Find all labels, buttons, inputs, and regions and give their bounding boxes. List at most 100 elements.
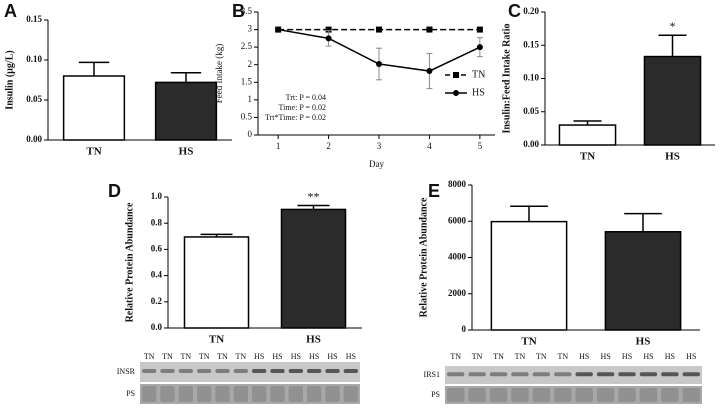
marker <box>476 26 483 33</box>
marker <box>325 26 332 33</box>
lane-label: TN <box>450 352 461 361</box>
bar <box>183 236 250 329</box>
x-tick-label: TN <box>521 336 536 348</box>
band <box>532 388 551 402</box>
lane-label: TN <box>144 352 155 361</box>
band <box>447 388 465 402</box>
band <box>468 372 486 377</box>
y-tick-label: 3 <box>248 24 253 34</box>
y-tick-label: 4000 <box>448 252 467 262</box>
y-tick-label: 0 <box>462 324 467 334</box>
y-axis-label: Feed Intake (kg) <box>214 44 224 103</box>
y-tick-label: 0.00 <box>523 139 539 149</box>
y-tick-label: 2000 <box>448 288 467 298</box>
band <box>197 386 212 402</box>
band <box>489 372 508 377</box>
band <box>252 369 267 373</box>
band <box>554 372 572 377</box>
band <box>142 386 157 402</box>
x-tick-label: 3 <box>377 141 382 151</box>
band <box>178 369 193 373</box>
blot <box>140 384 360 404</box>
y-tick-label: 0.15 <box>26 14 42 24</box>
y-tick-label: 0 <box>248 129 253 139</box>
lane-label: TN <box>180 352 191 361</box>
band <box>307 386 322 402</box>
band <box>468 388 486 402</box>
lane-label: HS <box>601 352 611 361</box>
band <box>160 369 175 373</box>
lane-label: HS <box>327 352 337 361</box>
x-tick-label: 2 <box>326 141 331 151</box>
bar <box>558 124 617 146</box>
y-tick-label: 0.2 <box>151 296 163 306</box>
band <box>343 386 358 402</box>
band <box>682 372 700 377</box>
x-tick-label: TN <box>86 146 101 158</box>
band <box>639 388 658 402</box>
legend-label: TN <box>472 69 485 80</box>
marker <box>376 61 383 68</box>
lane-label: HS <box>643 352 653 361</box>
y-tick-label: 0.05 <box>26 94 42 104</box>
blot <box>445 386 702 404</box>
panel-label: E <box>428 181 440 201</box>
lane-label: TN <box>199 352 210 361</box>
lane-label: TN <box>536 352 547 361</box>
marker <box>376 26 383 33</box>
bar <box>490 220 568 331</box>
y-axis-label: Relative Protein Abundance <box>418 197 429 317</box>
x-tick-label: HS <box>306 334 321 346</box>
x-axis-label: Day <box>369 159 384 169</box>
lane-label: TN <box>217 352 228 361</box>
row-label: PS <box>126 389 135 398</box>
y-tick-label: 1 <box>248 94 253 104</box>
x-tick-label: 5 <box>478 141 483 151</box>
y-tick-label: 0.0 <box>151 322 163 332</box>
band <box>661 372 679 377</box>
band <box>511 372 529 377</box>
x-tick-label: TN <box>580 151 595 163</box>
bar <box>62 75 126 141</box>
panel-label: A <box>4 1 17 21</box>
band <box>160 386 175 402</box>
lane-label: HS <box>272 352 282 361</box>
lane-label: TN <box>515 352 526 361</box>
legend-marker <box>453 90 459 96</box>
y-axis-label: Insulin:Feed Intake Ratio <box>501 23 512 133</box>
band <box>325 369 340 373</box>
panel-label: D <box>108 181 121 201</box>
lane-label: HS <box>686 352 696 361</box>
panel-label: C <box>508 1 521 21</box>
marker <box>426 26 433 33</box>
lane-label: HS <box>622 352 632 361</box>
x-tick-label: HS <box>179 146 194 158</box>
y-tick-label: 0.5 <box>241 111 253 121</box>
lane-label: TN <box>493 352 504 361</box>
y-tick-label: 8000 <box>448 179 467 189</box>
bar <box>604 231 682 331</box>
band <box>215 386 230 402</box>
y-axis-label: Relative Protein Abundance <box>124 202 135 322</box>
band <box>215 369 230 373</box>
y-tick-label: 1.5 <box>241 76 253 86</box>
row-label: PS <box>431 390 440 399</box>
bar <box>154 81 218 141</box>
legend-marker <box>453 72 459 78</box>
y-tick-label: 0.10 <box>26 54 42 64</box>
band <box>343 369 358 373</box>
y-tick-label: 0.10 <box>523 73 539 83</box>
lane-label: TN <box>162 352 173 361</box>
y-tick-label: 1.0 <box>151 191 163 201</box>
lane-label: HS <box>291 352 301 361</box>
x-tick-label: HS <box>665 151 680 163</box>
y-tick-label: 6000 <box>448 215 467 225</box>
row-label: INSR <box>117 367 136 376</box>
y-tick-label: 0.20 <box>523 6 539 16</box>
band <box>197 369 212 373</box>
band <box>178 386 193 402</box>
marker <box>426 68 433 75</box>
lane-label: HS <box>579 352 589 361</box>
band <box>233 369 248 373</box>
panel-label: B <box>232 1 245 21</box>
